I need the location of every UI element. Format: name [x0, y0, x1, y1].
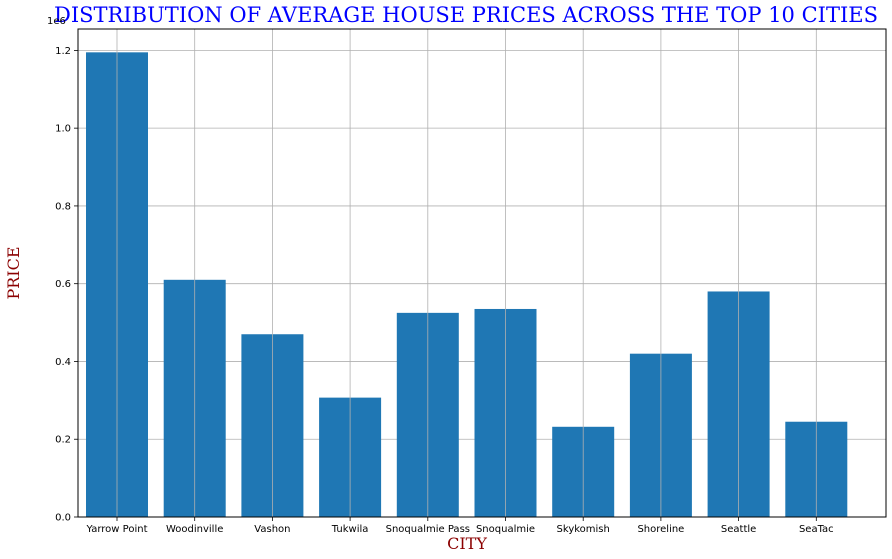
x-tick-label: Tukwila — [331, 524, 369, 535]
x-tick-label: Shoreline — [637, 524, 684, 535]
vertical-grid-lines — [116, 29, 817, 517]
x-tick-label: Seattle — [721, 524, 756, 535]
y-axis-label: PRICE — [4, 246, 23, 299]
x-tick-label: Skykomish — [557, 524, 610, 535]
y-tick-label: 1.2 — [55, 46, 71, 57]
x-tick-label: Vashon — [254, 524, 290, 535]
y-tick-label: 0.2 — [55, 435, 71, 446]
y-tick-label: 0.4 — [55, 357, 71, 368]
y-tick-label: 0.8 — [55, 201, 71, 212]
y-tick-label: 1.0 — [55, 124, 71, 135]
y-tick-label: 0.0 — [55, 513, 71, 524]
y-tick-label: 0.6 — [55, 279, 71, 290]
x-tick-label: Yarrow Point — [86, 524, 148, 535]
chart-title: DISTRIBUTION OF AVERAGE HOUSE PRICES ACR… — [54, 3, 878, 27]
x-tick-label: SeaTac — [799, 524, 834, 535]
x-axis-label: CITY — [447, 534, 487, 553]
bars — [86, 52, 848, 517]
x-tick-label: Snoqualmie Pass — [386, 524, 470, 535]
y-axis-offset-label: 1e6 — [47, 16, 66, 27]
x-tick-label: Snoqualmie — [476, 524, 535, 535]
plot-frame — [77, 28, 887, 518]
axis-ticks: 0.0 0.2 0.4 0.6 0.8 1.0 1.2 Yarrow Point Woodinv… — [55, 46, 834, 535]
x-tick-label: Woodinville — [166, 524, 223, 535]
